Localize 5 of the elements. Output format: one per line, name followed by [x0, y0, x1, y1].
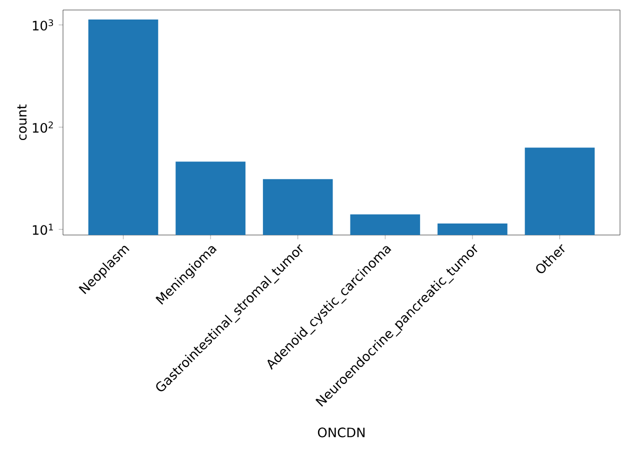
- y-tick-label: 10$^{3}$: [32, 19, 54, 31]
- y-axis-title: count: [17, 104, 27, 140]
- x-axis-title: ONCDN: [318, 428, 365, 438]
- y-tick-label: 10$^{2}$: [32, 122, 53, 133]
- y-tick-label: 10$^{1}$: [32, 224, 53, 235]
